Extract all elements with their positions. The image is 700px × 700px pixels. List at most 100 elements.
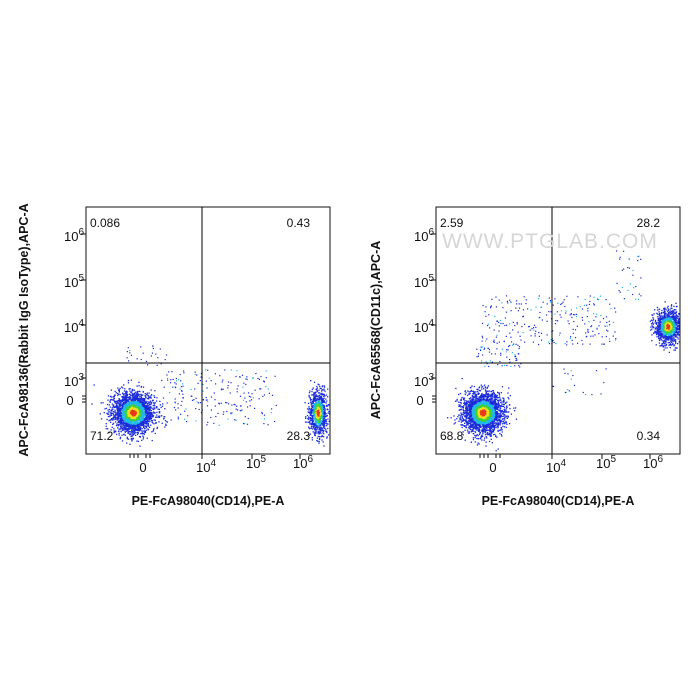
- event-dot: [313, 395, 315, 397]
- event-dot: [314, 393, 316, 395]
- event-dot: [324, 408, 326, 410]
- event-dot: [126, 411, 128, 413]
- event-dot: [309, 417, 312, 419]
- event-dot: [322, 432, 324, 434]
- event-dot: [499, 419, 502, 421]
- event-dot: [130, 402, 132, 405]
- event-dot: [141, 420, 143, 422]
- event-dot: [113, 400, 115, 402]
- event-dot: [126, 413, 128, 415]
- event-dot: [318, 440, 320, 443]
- event-dot: [314, 409, 316, 412]
- event-dot: [325, 415, 327, 417]
- event-dot: [460, 414, 462, 417]
- event-dot: [105, 407, 108, 409]
- event-dot: [125, 395, 127, 398]
- event-dot: [114, 415, 116, 417]
- event-dot: [144, 431, 146, 434]
- event-dot: [320, 420, 322, 422]
- event-dot: [143, 413, 145, 415]
- event-dot: [319, 416, 322, 418]
- event-dot: [116, 418, 118, 420]
- event-dot: [477, 442, 479, 444]
- event-dot: [148, 396, 150, 399]
- event-dot: [129, 407, 131, 410]
- event-dot: [138, 429, 140, 432]
- event-dot: [125, 419, 128, 421]
- event-dot: [111, 412, 113, 414]
- event-dot: [129, 422, 131, 424]
- y-tick-label: 106: [64, 227, 84, 244]
- event-dot: [125, 403, 127, 405]
- event-dot: [470, 399, 472, 401]
- event-dot: [323, 386, 326, 388]
- event-dot: [132, 423, 134, 425]
- event-dot: [153, 423, 155, 425]
- event-dot: [139, 399, 141, 401]
- event-dot: [323, 419, 325, 421]
- event-dot: [136, 421, 139, 424]
- event-dot: [318, 398, 320, 401]
- event-dot: [315, 395, 317, 397]
- event-dot: [138, 423, 140, 426]
- event-dot: [131, 411, 133, 413]
- event-dot: [214, 399, 216, 401]
- event-dot: [153, 411, 155, 413]
- event-dot: [326, 423, 328, 425]
- event-dot: [474, 403, 477, 406]
- event-dot: [150, 416, 152, 419]
- event-dot: [456, 418, 458, 420]
- event-dot: [131, 394, 133, 397]
- event-dot: [312, 387, 314, 389]
- event-dot: [501, 405, 503, 407]
- event-dot: [117, 407, 120, 409]
- event-dot: [461, 426, 463, 429]
- event-dot: [119, 415, 121, 417]
- event-dot: [127, 410, 129, 412]
- event-dot: [322, 420, 324, 422]
- event-dot: [260, 388, 262, 390]
- event-dot: [167, 379, 169, 381]
- event-dot: [110, 398, 112, 401]
- event-dot: [156, 406, 158, 408]
- event-dot: [311, 420, 314, 422]
- event-dot: [159, 415, 161, 417]
- event-dot: [496, 396, 498, 399]
- event-dot: [126, 427, 128, 429]
- event-dot: [133, 414, 135, 416]
- event-dot: [132, 413, 134, 415]
- event-dot: [318, 416, 320, 418]
- event-dot: [323, 423, 325, 425]
- event-dot: [129, 413, 131, 416]
- event-dot: [120, 422, 122, 424]
- event-dot: [123, 413, 125, 415]
- event-dot: [129, 398, 131, 400]
- event-dot: [322, 416, 325, 418]
- event-dot: [473, 426, 475, 428]
- event-dot: [314, 399, 316, 401]
- event-dot: [126, 422, 128, 424]
- event-dot: [145, 407, 148, 409]
- event-dot: [515, 418, 518, 420]
- event-dot: [130, 424, 132, 426]
- event-dot: [134, 415, 136, 417]
- event-dot: [139, 417, 141, 419]
- event-dot: [474, 422, 477, 424]
- event-dot: [116, 419, 118, 421]
- event-dot: [506, 415, 508, 417]
- event-dot: [322, 418, 324, 420]
- event-dot: [133, 415, 135, 417]
- event-dot: [318, 404, 320, 406]
- event-dot: [312, 402, 314, 404]
- event-dot: [309, 411, 311, 413]
- event-dot: [106, 403, 109, 406]
- event-dot: [129, 397, 132, 399]
- event-dot: [461, 420, 463, 422]
- event-dot: [143, 398, 145, 400]
- event-dot: [254, 407, 256, 409]
- event-dot: [130, 415, 133, 418]
- event-dot: [314, 424, 317, 426]
- event-dot: [105, 423, 107, 425]
- event-dot: [317, 383, 319, 385]
- event-dot: [129, 420, 131, 422]
